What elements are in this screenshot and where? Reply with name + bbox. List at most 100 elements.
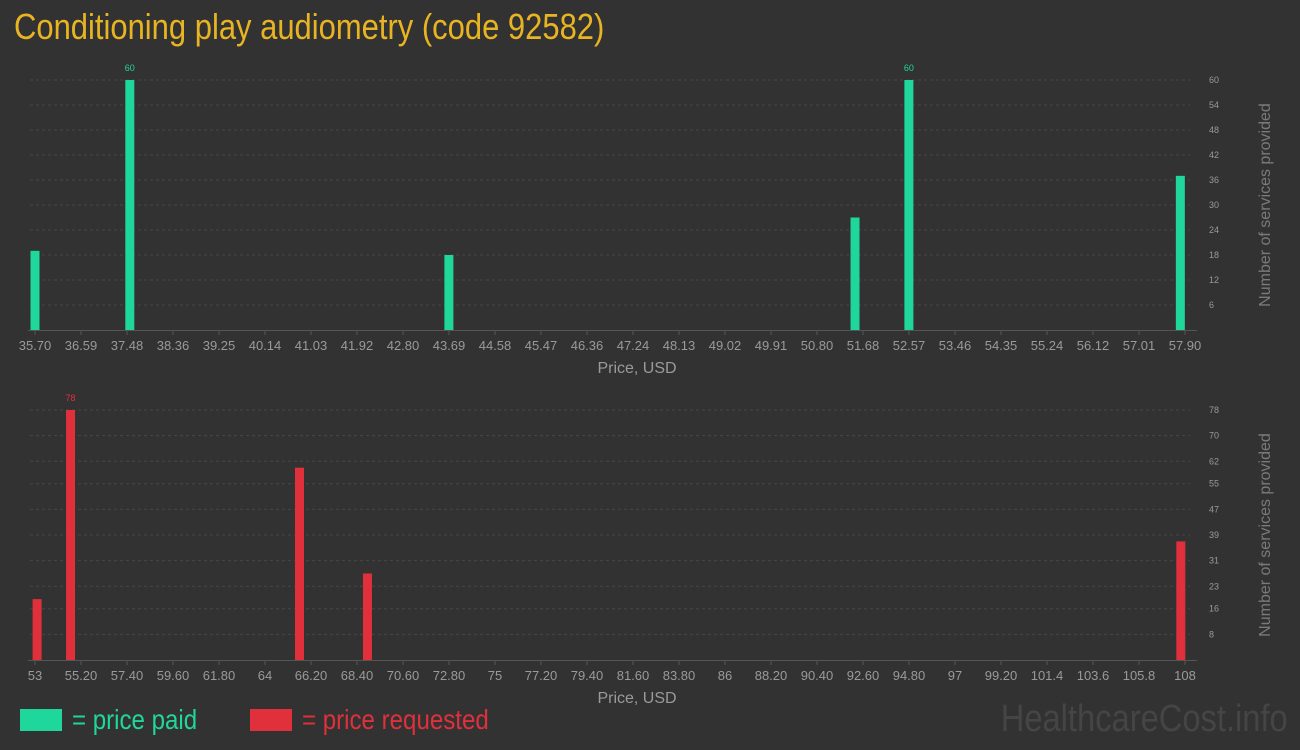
bar	[362, 573, 372, 660]
x-tick-label: 92.60	[847, 668, 880, 683]
x-tick-label: 50.80	[801, 338, 834, 353]
legend-paid-label: = price paid	[72, 704, 198, 735]
x-tick-label: 68.40	[341, 668, 374, 683]
y-tick-label: 48	[1209, 125, 1219, 135]
x-tick-label: 97	[948, 668, 962, 683]
y-tick-label: 31	[1209, 556, 1219, 566]
legend-requested-swatch	[250, 709, 292, 731]
x-tick-label: 108	[1174, 668, 1196, 683]
bar-value-label: 78	[66, 393, 76, 403]
bar	[444, 255, 454, 330]
y-tick-label: 18	[1209, 250, 1219, 260]
x-tick-label: 52.57	[893, 338, 926, 353]
x-tick-label: 88.20	[755, 668, 788, 683]
y-tick-label: 16	[1209, 604, 1219, 614]
legend-paid: = price paid	[20, 704, 218, 736]
legend-requested-label: = price requested	[302, 704, 489, 735]
y-tick-label: 47	[1209, 504, 1219, 514]
x-tick-label: 54.35	[985, 338, 1018, 353]
x-tick-label: 41.03	[295, 338, 328, 353]
y-axis-title: Number of services provided	[1257, 103, 1274, 307]
bar	[904, 80, 914, 330]
x-tick-label: 105.8	[1123, 668, 1156, 683]
x-tick-label: 38.36	[157, 338, 190, 353]
y-tick-label: 42	[1209, 150, 1219, 160]
y-tick-label: 36	[1209, 175, 1219, 185]
x-tick-label: 81.60	[617, 668, 650, 683]
y-tick-label: 39	[1209, 530, 1219, 540]
bar	[125, 80, 135, 330]
x-tick-label: 64	[258, 668, 272, 683]
bar	[295, 467, 304, 660]
x-tick-label: 55.24	[1031, 338, 1064, 353]
bar	[1176, 541, 1186, 660]
x-tick-label: 72.80	[433, 668, 466, 683]
x-axis-title: Price, USD	[597, 690, 676, 707]
x-tick-label: 48.13	[663, 338, 696, 353]
x-tick-label: 59.60	[157, 668, 190, 683]
y-tick-label: 23	[1209, 581, 1219, 591]
paid-price-chart: 6 12 18 24 30 36 42 48 54 60 35.70 36.59 37.48 38.36 3…	[19, 63, 1274, 377]
x-tick-label: 103.6	[1077, 668, 1110, 683]
x-tick-label: 101.4	[1031, 668, 1064, 683]
y-tick-label: 55	[1209, 479, 1219, 489]
x-tick-label: 44.58	[479, 338, 512, 353]
x-tick-label: 94.80	[893, 668, 926, 683]
x-tick-label: 40.14	[249, 338, 282, 353]
y-tick-label: 24	[1209, 225, 1219, 235]
x-tick-label: 57.90	[1169, 338, 1202, 353]
y-tick-label: 30	[1209, 200, 1219, 210]
bar-value-label: 60	[125, 63, 135, 73]
y-tick-label: 6	[1209, 300, 1214, 310]
x-tick-label: 46.36	[571, 338, 604, 353]
x-tick-label: 57.01	[1123, 338, 1156, 353]
bar	[66, 410, 76, 660]
y-tick-label: 60	[1209, 75, 1219, 85]
x-tick-label: 41.92	[341, 338, 374, 353]
x-tick-label: 36.59	[65, 338, 98, 353]
x-tick-label: 77.20	[525, 668, 558, 683]
legend-paid-swatch	[20, 709, 62, 731]
x-tick-label: 75	[488, 668, 502, 683]
x-tick-label: 53.46	[939, 338, 972, 353]
requested-price-chart: 8 16 23 31 39 47 55 62 70 78 53 55.20 57.40 59.60 61.8…	[28, 393, 1274, 707]
x-tick-label: 49.91	[755, 338, 788, 353]
bar	[30, 250, 40, 330]
y-tick-label: 12	[1209, 275, 1219, 285]
watermark: HealthcareCost.info	[1000, 698, 1288, 740]
x-tick-label: 53	[28, 668, 42, 683]
x-tick-label: 45.47	[525, 338, 558, 353]
x-tick-label: 51.68	[847, 338, 880, 353]
x-tick-label: 42.80	[387, 338, 420, 353]
x-tick-label: 56.12	[1077, 338, 1110, 353]
x-tick-label: 35.70	[19, 338, 52, 353]
x-tick-label: 47.24	[617, 338, 650, 353]
y-axis-title: Number of services provided	[1257, 433, 1274, 637]
y-tick-label: 54	[1209, 100, 1219, 110]
chart-title: Conditioning play audiometry (code 92582…	[14, 6, 605, 47]
x-axis-title: Price, USD	[597, 360, 676, 377]
legend-requested: = price requested	[250, 704, 519, 736]
x-tick-label: 57.40	[111, 668, 144, 683]
x-tick-label: 86	[718, 668, 732, 683]
x-tick-label: 49.02	[709, 338, 742, 353]
x-tick-label: 39.25	[203, 338, 236, 353]
y-tick-label: 62	[1209, 456, 1219, 466]
bar	[32, 599, 42, 660]
x-tick-label: 90.40	[801, 668, 834, 683]
bar-value-label: 60	[904, 63, 914, 73]
x-tick-label: 43.69	[433, 338, 466, 353]
x-tick-label: 83.80	[663, 668, 696, 683]
x-tick-label: 55.20	[65, 668, 98, 683]
bar	[1175, 175, 1185, 330]
bar	[850, 217, 860, 330]
x-tick-label: 61.80	[203, 668, 236, 683]
x-tick-label: 70.60	[387, 668, 420, 683]
x-tick-label: 66.20	[295, 668, 328, 683]
x-tick-label: 79.40	[571, 668, 604, 683]
y-tick-label: 78	[1209, 405, 1219, 415]
y-tick-label: 8	[1209, 629, 1214, 639]
y-tick-label: 70	[1209, 431, 1219, 441]
x-tick-label: 99.20	[985, 668, 1018, 683]
x-tick-label: 37.48	[111, 338, 144, 353]
